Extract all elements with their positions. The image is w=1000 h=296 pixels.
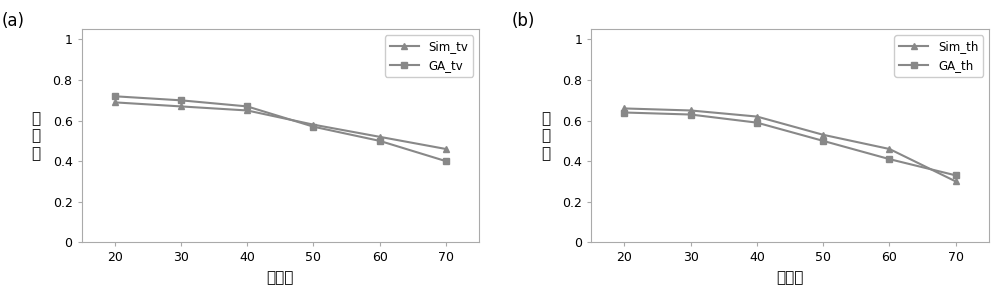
Sim_th (751, 115, 763, 118)
GA_th (751, 121, 763, 124)
Text: (a): (a) (2, 12, 25, 30)
Line: Sim_tv: Sim_tv (111, 99, 450, 152)
Legend: Sim_th, GA_th: Sim_th, GA_th (894, 35, 983, 77)
Y-axis label: 透
过
率: 透 过 率 (541, 111, 550, 161)
Line: GA_tv: GA_tv (111, 93, 450, 165)
GA_tv (109, 94, 121, 98)
Line: Sim_th: Sim_th (621, 105, 959, 185)
GA_tv (307, 125, 319, 128)
Sim_tv (241, 109, 253, 112)
X-axis label: 高度角: 高度角 (776, 270, 804, 285)
Legend: Sim_tv, GA_tv: Sim_tv, GA_tv (385, 35, 473, 77)
X-axis label: 高度角: 高度角 (267, 270, 294, 285)
GA_th (950, 173, 962, 177)
Sim_tv (374, 135, 386, 139)
Line: GA_th: GA_th (621, 109, 959, 179)
GA_tv (175, 99, 187, 102)
Sim_th (618, 107, 630, 110)
Y-axis label: 透
过
率: 透 过 率 (31, 111, 40, 161)
Sim_th (883, 147, 895, 151)
Sim_th (950, 180, 962, 183)
GA_tv (374, 139, 386, 143)
GA_th (883, 157, 895, 161)
Sim_tv (109, 101, 121, 104)
GA_th (685, 113, 697, 116)
Text: (b): (b) (512, 12, 535, 30)
Sim_tv (175, 105, 187, 108)
Sim_tv (440, 147, 452, 151)
GA_tv (241, 105, 253, 108)
GA_th (618, 111, 630, 114)
Sim_tv (307, 123, 319, 126)
Sim_th (685, 109, 697, 112)
Sim_th (817, 133, 829, 136)
GA_tv (440, 160, 452, 163)
GA_th (817, 139, 829, 143)
